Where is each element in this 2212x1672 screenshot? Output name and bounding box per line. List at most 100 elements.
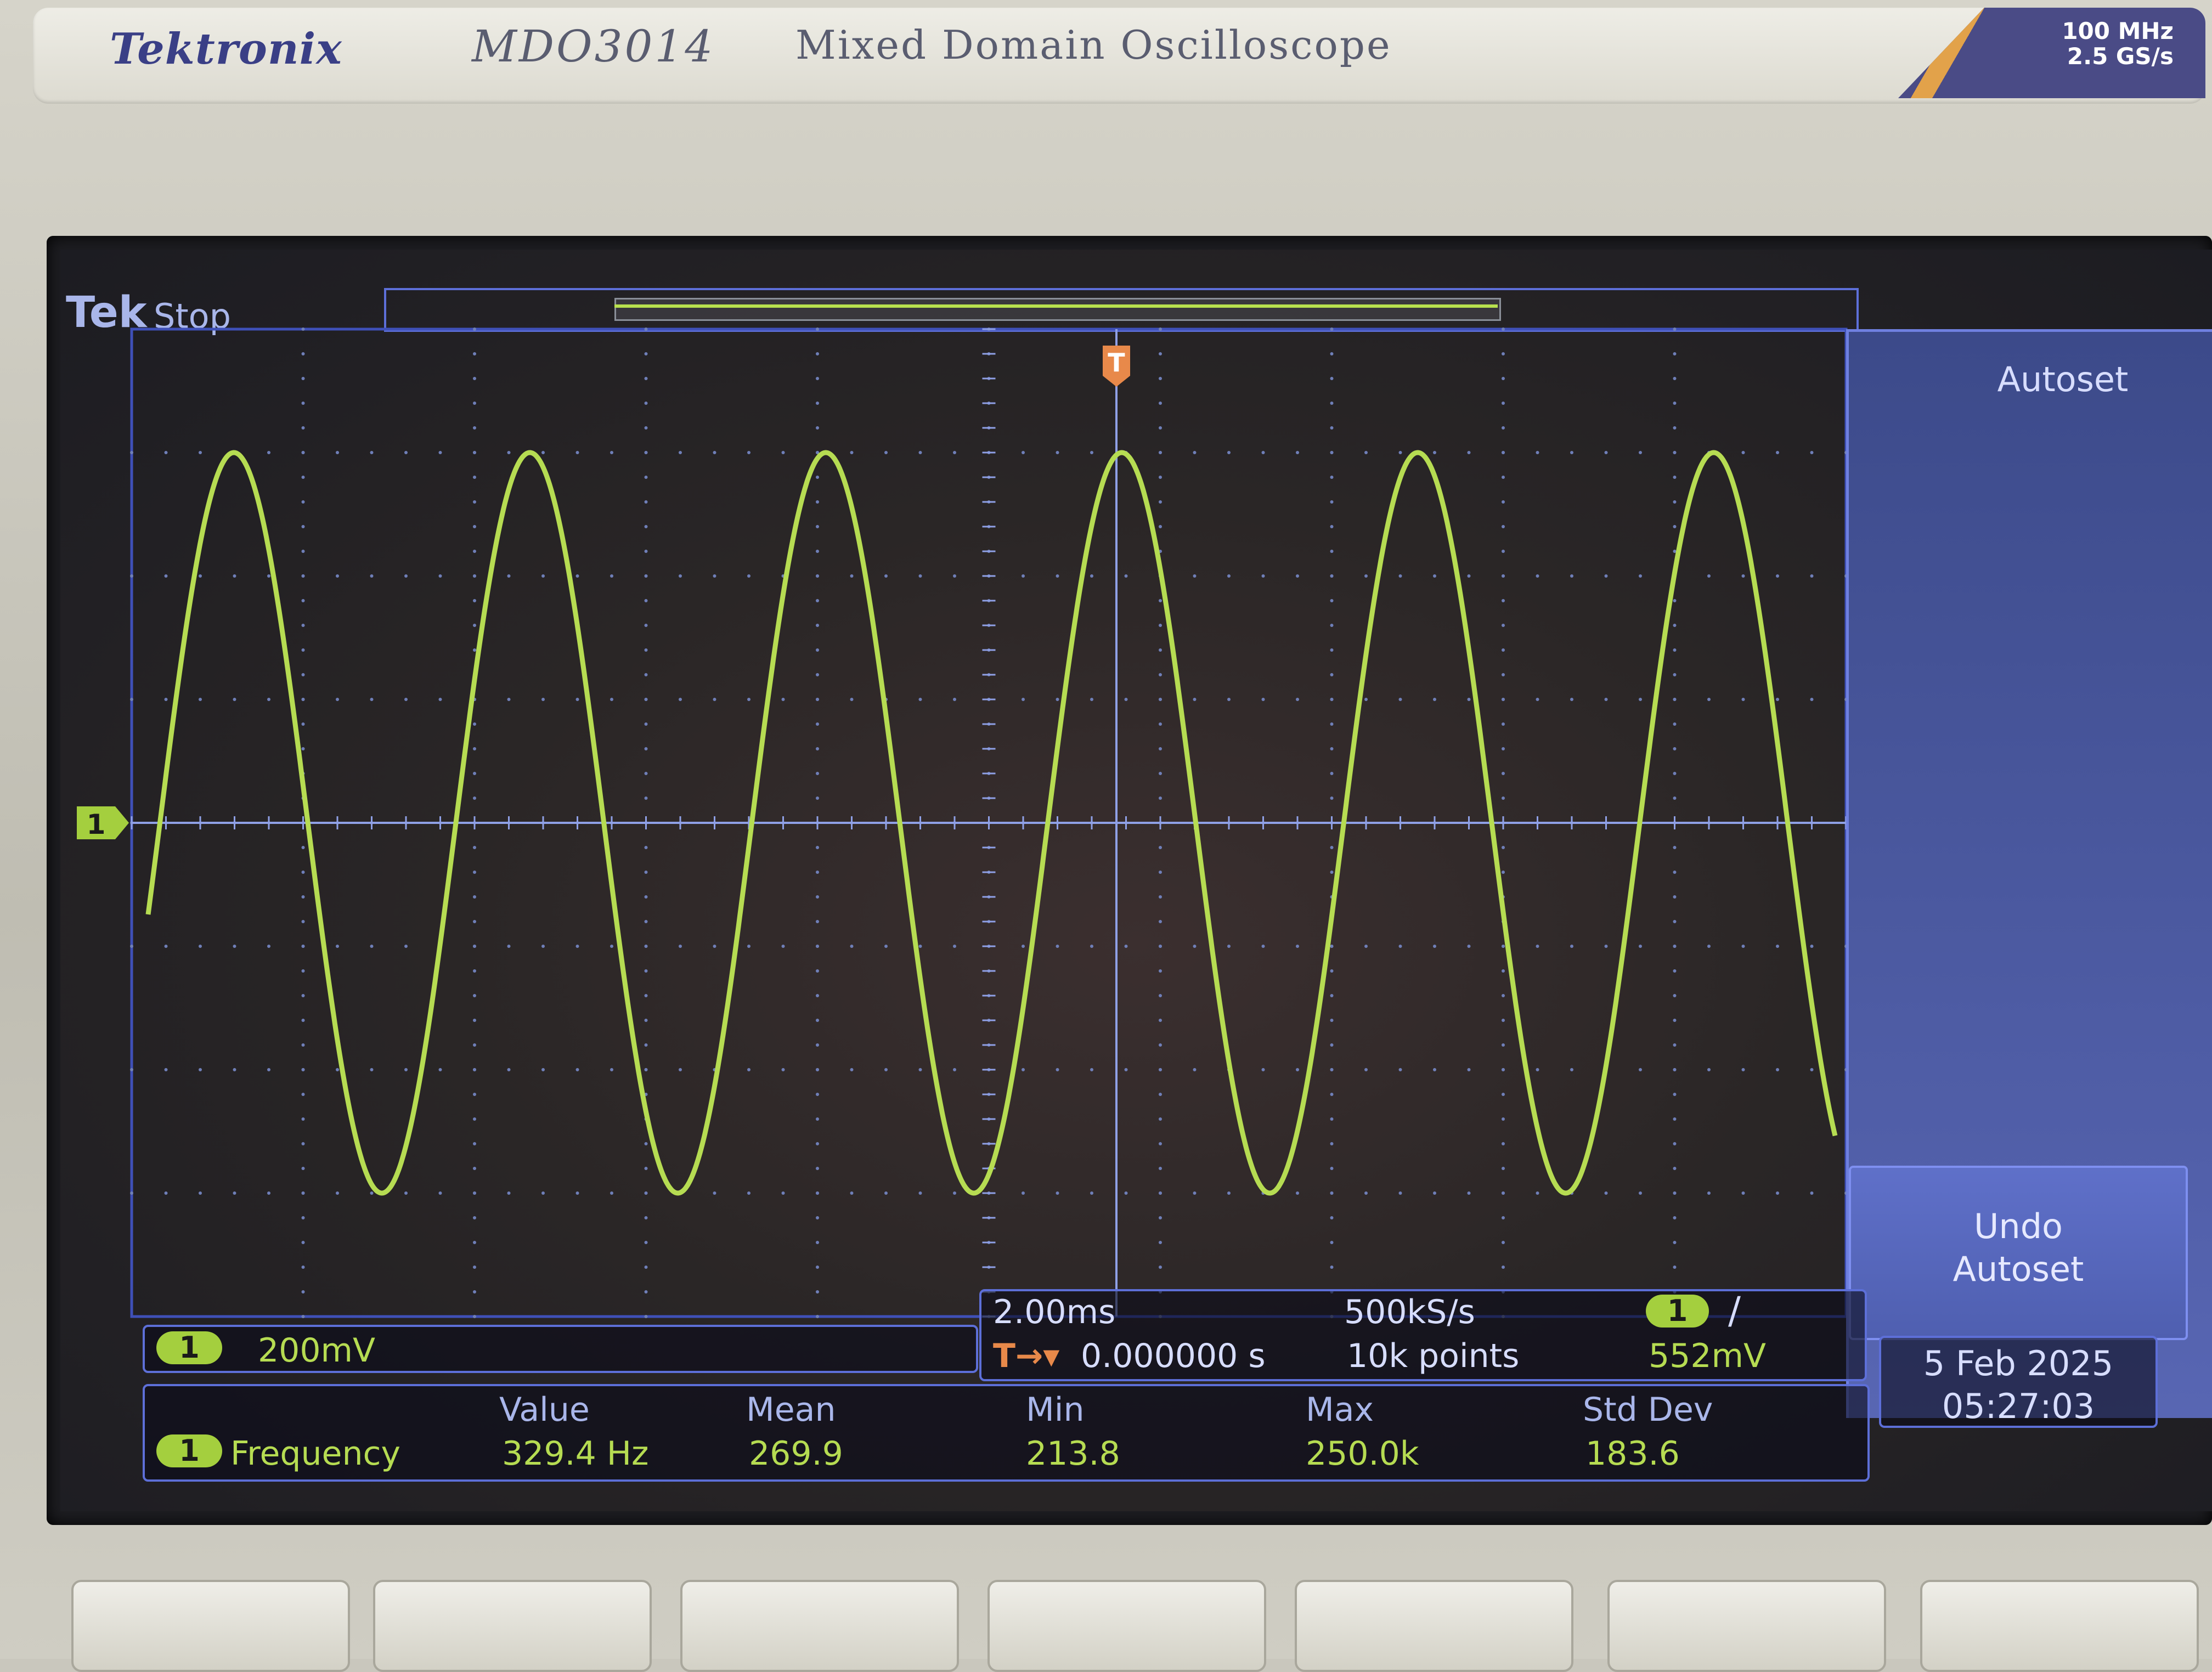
grid-dot [1673, 994, 1677, 997]
grid-dot [644, 451, 648, 454]
softkey-4[interactable] [988, 1580, 1266, 1672]
grid-dot [610, 945, 613, 948]
grid-dot [473, 1019, 476, 1022]
measurement-name: Frequency [230, 1434, 400, 1473]
grid-dot [164, 1068, 168, 1071]
grid-dot [918, 1191, 922, 1195]
grid-dot [267, 451, 270, 454]
meas-header-max: Max [1306, 1391, 1374, 1429]
undo-autoset-button[interactable]: Undo Autoset [1849, 1166, 2188, 1340]
grid-dot [1639, 574, 1642, 578]
grid-dot [164, 451, 168, 454]
grid-dot [1570, 1068, 1573, 1071]
grid-dot [473, 1068, 476, 1071]
grid-dot [644, 1216, 648, 1219]
grid-dot [1776, 574, 1779, 578]
softkey-5[interactable] [1295, 1580, 1573, 1672]
grid-dot [816, 920, 819, 923]
softkey-6[interactable] [1607, 1580, 1886, 1672]
grid-dot [1193, 945, 1197, 948]
horizontal-readout[interactable] [979, 1289, 1867, 1381]
grid-dot [1364, 451, 1368, 454]
measurement-panel[interactable] [143, 1384, 1870, 1482]
grid-dot [233, 945, 236, 948]
grid-dot [1364, 574, 1368, 578]
grid-dot [336, 574, 339, 578]
grid-dot [1056, 1191, 1059, 1195]
grid-dot [1398, 1191, 1402, 1195]
grid-dot [1502, 599, 1505, 602]
grid-dot [473, 1142, 476, 1145]
grid-dot [1159, 377, 1162, 380]
grid-dot [1810, 574, 1814, 578]
grid-dot [816, 698, 819, 701]
grid-dot [1502, 500, 1505, 504]
grid-dot [130, 451, 133, 454]
softkey-3[interactable] [680, 1580, 959, 1672]
softkey-1[interactable] [71, 1580, 350, 1672]
grid-dot [1673, 599, 1677, 602]
grid-dot [541, 945, 545, 948]
grid-dot [1330, 648, 1334, 652]
grid-dot [1330, 377, 1334, 380]
grid-dot [575, 1191, 579, 1195]
grid-dot [1330, 1019, 1334, 1022]
meas-max: 250.0k [1306, 1434, 1419, 1473]
axis-ticks [131, 328, 1847, 1318]
grid-dot [301, 1191, 305, 1195]
grid-dot [918, 1068, 922, 1071]
grid-dot [1330, 1266, 1334, 1269]
grid-dot [1502, 969, 1505, 973]
grid-dot [816, 525, 819, 528]
softkey-7[interactable] [1920, 1580, 2199, 1672]
grid-dot [1502, 377, 1505, 380]
grid-dot [1639, 698, 1642, 701]
grid-dot [1159, 1068, 1162, 1071]
grid-dot [1673, 1068, 1677, 1071]
channel-scale-readout[interactable] [143, 1325, 978, 1373]
grid-dot [541, 1068, 545, 1071]
grid-dot [610, 574, 613, 578]
grid-dot [473, 1191, 476, 1195]
grid-dot [370, 574, 374, 578]
grid-dot [1707, 945, 1711, 948]
grid-dot [301, 377, 305, 380]
grid-dot [1159, 969, 1162, 973]
grid-dot [1022, 574, 1025, 578]
grid-dot [816, 1093, 819, 1096]
grid-dot [644, 722, 648, 726]
grid-dot [1330, 574, 1334, 578]
grid-dot [1159, 1043, 1162, 1047]
meas-value: 329.4 Hz [502, 1434, 649, 1473]
grid-dot [1330, 1142, 1334, 1145]
model-description: Mixed Domain Oscilloscope [795, 22, 1392, 68]
grid-dot [1502, 1266, 1505, 1269]
grid-dot [1296, 1191, 1299, 1195]
grid-dot [1159, 426, 1162, 430]
grid-dot [1159, 1019, 1162, 1022]
grid-dot [1673, 1019, 1677, 1022]
grid-dot [473, 969, 476, 973]
grid-dot [1639, 945, 1642, 948]
grid-dot [199, 451, 202, 454]
grid-dot [1502, 402, 1505, 405]
grid-dot [1673, 871, 1677, 874]
grid-dot [679, 945, 682, 948]
channel-1-badge: 1 [156, 1331, 222, 1364]
grid-dot [301, 1142, 305, 1145]
grid-dot [301, 969, 305, 973]
trigger-slope-icon: / [1728, 1289, 1741, 1332]
grid-dot [816, 1117, 819, 1121]
grid-dot [473, 747, 476, 750]
softkey-2[interactable] [373, 1580, 652, 1672]
grid-dot [816, 624, 819, 627]
grid-dot [850, 1191, 854, 1195]
grid-dot [199, 1191, 202, 1195]
grid-dot [301, 1019, 305, 1022]
grid-dot [644, 377, 648, 380]
grid-dot [301, 1043, 305, 1047]
grid-dot [1330, 1167, 1334, 1170]
grid-dot [1673, 895, 1677, 899]
grid-dot [1330, 327, 1334, 331]
grid-dot [1296, 1068, 1299, 1071]
